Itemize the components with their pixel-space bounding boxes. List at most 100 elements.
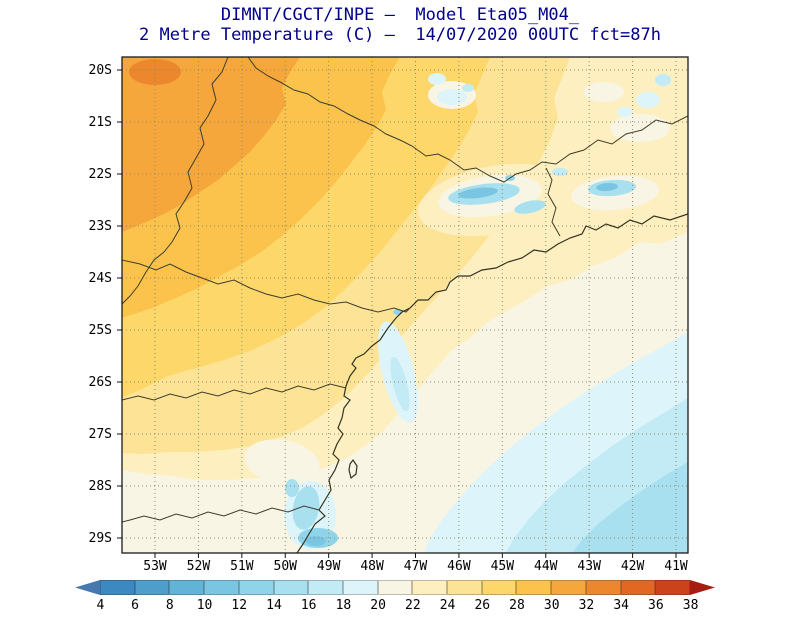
colorbar-segments <box>100 580 690 595</box>
colorbar-segment-14 <box>273 580 309 595</box>
cold-patch-topmid-2 <box>428 73 446 85</box>
colorbar-value: 16 <box>300 598 317 613</box>
colorbar-value: 12 <box>231 598 248 613</box>
temp-patch-tr-cream-2 <box>584 82 624 102</box>
colorbar-segment-12 <box>238 580 274 595</box>
colorbar-segment-6 <box>134 580 170 595</box>
colorbar-value: 20 <box>370 598 386 613</box>
lon-label: 47W <box>404 559 428 574</box>
colorbar-segment-16 <box>308 580 343 595</box>
lat-label: 23S <box>89 219 112 234</box>
colorbar-segment-32 <box>585 580 621 595</box>
lon-label: 41W <box>664 559 688 574</box>
temp-region-30-32 <box>122 57 300 232</box>
temp-region-32-34-spot <box>129 59 181 85</box>
lat-label: 26S <box>89 375 112 390</box>
lat-label: 21S <box>89 115 112 130</box>
cold-spot-small-mid <box>552 168 568 176</box>
lon-label: 51W <box>230 559 254 574</box>
cold-area-south <box>292 486 320 530</box>
lon-label: 45W <box>491 559 515 574</box>
cold-patch-topmid-3 <box>462 84 474 92</box>
cold-spot-rio-valley-core <box>596 182 618 192</box>
colorbar-labels: 4 6 8 10 12 14 16 18 20 22 24 26 28 30 32 34 36 38 <box>83 598 708 613</box>
cold-area-south-small <box>285 479 299 497</box>
temp-patch-tr-cream-1 <box>610 114 670 142</box>
colorbar-right-arrow <box>689 580 715 595</box>
colorbar-segment-10 <box>204 580 239 595</box>
lat-label: 24S <box>89 271 112 286</box>
title-block: DIMNT/CGCT/INPE — Model Eta05_M04_ 2 Met… <box>0 5 800 45</box>
cold-spot-paraiba-east <box>514 200 546 214</box>
lat-label: 27S <box>89 427 112 442</box>
cold-tongue-coast-core <box>390 356 410 412</box>
colorbar-segment-8 <box>169 580 205 595</box>
colorbar-value: 10 <box>196 598 213 613</box>
lat-label: 28S <box>89 479 112 494</box>
colorbar-value: 30 <box>543 598 560 613</box>
colorbar-value: 26 <box>474 598 491 613</box>
colorbar-value: 18 <box>335 598 352 613</box>
state-border-mg <box>247 57 688 183</box>
colorbar-segment-36 <box>655 580 690 595</box>
colorbar-segment-30 <box>551 580 586 595</box>
colorbar-segment-24 <box>447 580 482 595</box>
lon-label: 42W <box>621 559 645 574</box>
state-border-rj-sp <box>545 167 561 237</box>
axis-ticks <box>117 69 677 558</box>
colorbar-value: 22 <box>405 598 421 613</box>
colorbar-segment-26 <box>481 580 517 595</box>
coastline <box>296 213 688 553</box>
lon-label: 43W <box>577 559 601 574</box>
geography-lines <box>122 57 688 553</box>
lat-labels: 20S 21S 22S 23S 24S 25S 26S 27S 28S 29S <box>89 63 112 546</box>
florianopolis-island <box>348 458 358 480</box>
lon-label: 49W <box>317 559 341 574</box>
lon-label: 48W <box>360 559 384 574</box>
colorbar <box>75 580 715 595</box>
temp-patch-sc-cream <box>244 439 320 485</box>
colorbar-value: 28 <box>509 598 525 613</box>
cold-patch-tr-3 <box>655 74 671 86</box>
lon-labels: 53W 52W 51W 50W 49W 48W 47W 46W 45W 44W 43W 42W 41W <box>143 559 688 574</box>
lon-label: 52W <box>187 559 211 574</box>
colorbar-segment-18 <box>342 580 378 595</box>
colorbar-segment-22 <box>412 580 448 595</box>
colorbar-value: 36 <box>648 598 664 613</box>
ocean-band-14-16 <box>572 462 688 553</box>
lon-label: 53W <box>143 559 167 574</box>
colorbar-segment-34 <box>620 580 656 595</box>
colorbar-value: 6 <box>131 598 139 613</box>
lon-label: 44W <box>534 559 558 574</box>
lat-label: 29S <box>89 531 112 546</box>
lon-label: 50W <box>274 559 298 574</box>
colorbar-value: 38 <box>682 598 699 613</box>
state-border-sc-rs <box>122 505 320 523</box>
colorbar-value: 34 <box>613 598 629 613</box>
colorbar-segment-20 <box>377 580 413 595</box>
colorbar-value: 14 <box>266 598 282 613</box>
colorbar-value: 8 <box>165 598 174 613</box>
cold-patch-tr-2 <box>617 107 633 117</box>
cold-spot-paraiba-core <box>458 187 498 199</box>
colorbar-segment-4 <box>100 580 135 595</box>
colorbar-value: 4 <box>96 598 105 613</box>
title-line-1: DIMNT/CGCT/INPE — Model Eta05_M04_ <box>220 5 580 25</box>
cold-patch-tr-1 <box>636 92 660 108</box>
state-border-pr-sc <box>122 383 347 401</box>
map-frame <box>121 56 689 554</box>
lat-label: 22S <box>89 167 112 182</box>
colorbar-left-arrow <box>75 580 100 595</box>
grid-lines <box>122 57 688 553</box>
title-line-2: 2 Metre Temperature (C) — 14/07/2020 00U… <box>139 25 661 45</box>
temperature-field <box>122 57 688 553</box>
state-border-parana-river <box>122 57 229 305</box>
colorbar-value: 24 <box>439 598 456 613</box>
lon-label: 46W <box>447 559 471 574</box>
lat-label: 20S <box>89 63 112 78</box>
cold-patch-topmid-1 <box>437 89 467 105</box>
state-border-sp-pr <box>122 259 415 313</box>
colorbar-value: 32 <box>578 598 595 613</box>
lat-label: 25S <box>89 323 112 338</box>
